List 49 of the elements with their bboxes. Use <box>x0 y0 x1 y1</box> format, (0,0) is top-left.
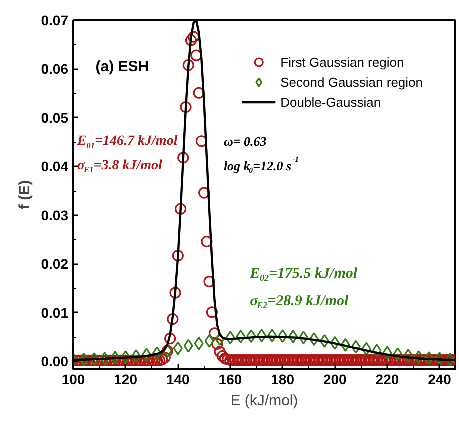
y-tick-label: 0.01 <box>41 304 69 321</box>
x-tick-label: 120 <box>114 372 138 388</box>
point <box>351 340 361 354</box>
x-tick-label: 140 <box>166 372 190 388</box>
point <box>152 346 162 360</box>
point <box>184 339 194 353</box>
point <box>194 336 204 350</box>
y-tick-label: 0.00 <box>41 354 69 370</box>
legend-label: Double-Gaussian <box>280 94 382 111</box>
point <box>393 348 403 362</box>
point <box>142 348 152 362</box>
annotation: ω= 0.63 <box>224 134 268 149</box>
x-tick-label: 100 <box>62 372 86 388</box>
point <box>236 330 246 344</box>
point <box>362 342 372 356</box>
point <box>330 336 340 350</box>
y-tick-label: 0.05 <box>41 110 69 126</box>
y-axis-title: f (E) <box>16 180 34 210</box>
point <box>226 331 236 345</box>
y-tick-label: 0.03 <box>41 207 69 224</box>
point <box>288 330 298 344</box>
x-tick-label: 220 <box>376 372 400 388</box>
y-tick-label: 0.04 <box>41 158 69 175</box>
point <box>173 342 183 356</box>
x-tick-label: 240 <box>428 372 452 388</box>
x-axis-title: E (kJ/mol) <box>230 392 298 410</box>
x-tick-label: 180 <box>271 372 295 388</box>
point <box>131 350 142 364</box>
point <box>372 344 382 358</box>
y-tick-label: 0.07 <box>41 12 69 28</box>
x-tick-label: 200 <box>323 372 348 388</box>
point <box>382 346 392 360</box>
point <box>278 330 288 344</box>
point <box>309 332 320 346</box>
point <box>298 331 309 345</box>
y-tick-label: 0.02 <box>41 256 69 272</box>
point <box>110 351 120 365</box>
point <box>340 338 350 352</box>
legend-label: First Gaussian region <box>280 54 404 71</box>
point <box>246 330 256 344</box>
annotation: (a) ESH <box>96 58 150 76</box>
x-tick-label: 160 <box>218 372 242 388</box>
point <box>121 350 131 364</box>
y-tick-label: 0.06 <box>41 61 69 78</box>
point <box>257 329 267 343</box>
point <box>414 350 424 364</box>
point <box>404 349 414 363</box>
legend-label: Second Gaussian region <box>280 74 423 91</box>
point <box>268 329 278 343</box>
